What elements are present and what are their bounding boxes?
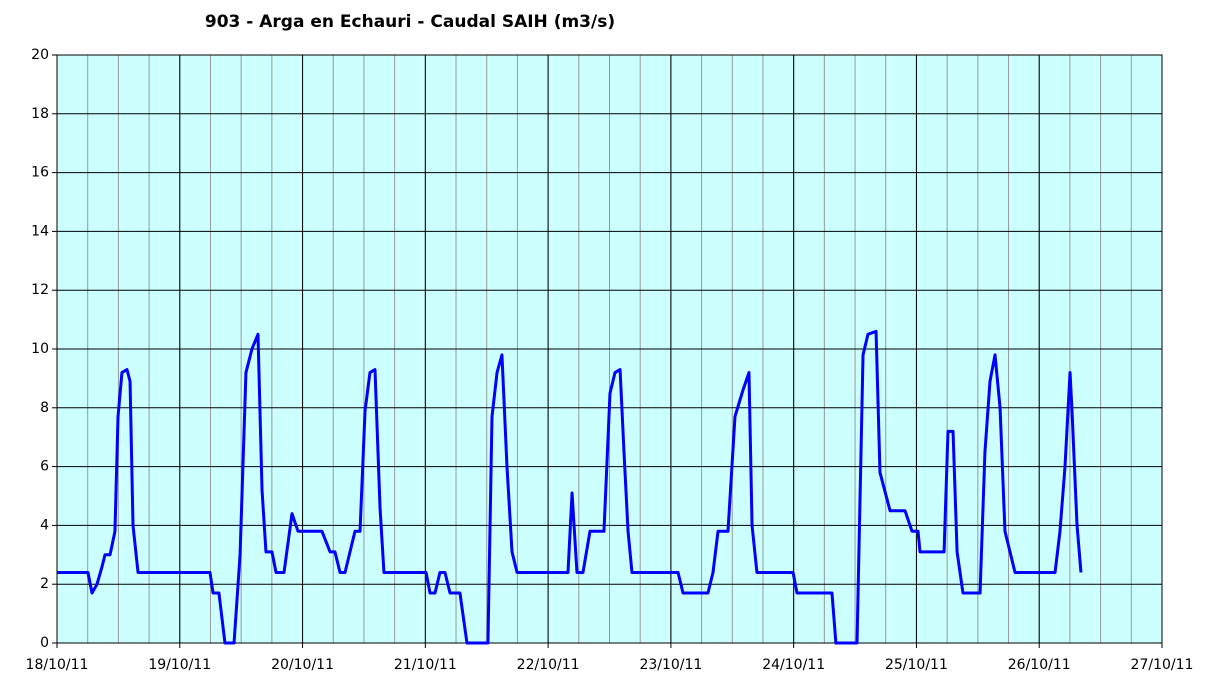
x-tick-label: 25/10/11 bbox=[885, 657, 948, 673]
y-tick-label: 16 bbox=[31, 165, 49, 181]
line-series bbox=[57, 329, 1083, 645]
x-tick-label: 19/10/11 bbox=[148, 657, 211, 673]
x-tick-label: 26/10/11 bbox=[1008, 657, 1071, 673]
y-tick-label: 12 bbox=[31, 282, 49, 298]
x-tick-label: 20/10/11 bbox=[271, 657, 334, 673]
y-tick-label: 20 bbox=[31, 47, 49, 63]
x-tick-label: 27/10/11 bbox=[1131, 657, 1194, 673]
plot-border bbox=[56, 54, 1163, 644]
x-tick-label: 22/10/11 bbox=[517, 657, 580, 673]
x-tick-label: 23/10/11 bbox=[639, 657, 702, 673]
y-tick-label: 2 bbox=[40, 576, 49, 592]
y-tick-label: 14 bbox=[31, 223, 49, 239]
y-tick-label: 8 bbox=[40, 400, 49, 416]
chart-title: 903 - Arga en Echauri - Caudal SAIH (m3/… bbox=[205, 12, 615, 32]
y-tick-label: 4 bbox=[40, 517, 49, 533]
x-tick-label: 24/10/11 bbox=[762, 657, 825, 673]
x-tick-label: 21/10/11 bbox=[394, 657, 457, 673]
y-tick-label: 18 bbox=[31, 106, 49, 122]
y-tick-label: 0 bbox=[40, 635, 49, 651]
x-tick-label: 18/10/11 bbox=[26, 657, 89, 673]
y-tick-label: 10 bbox=[31, 341, 49, 357]
y-tick-label: 6 bbox=[40, 459, 49, 475]
